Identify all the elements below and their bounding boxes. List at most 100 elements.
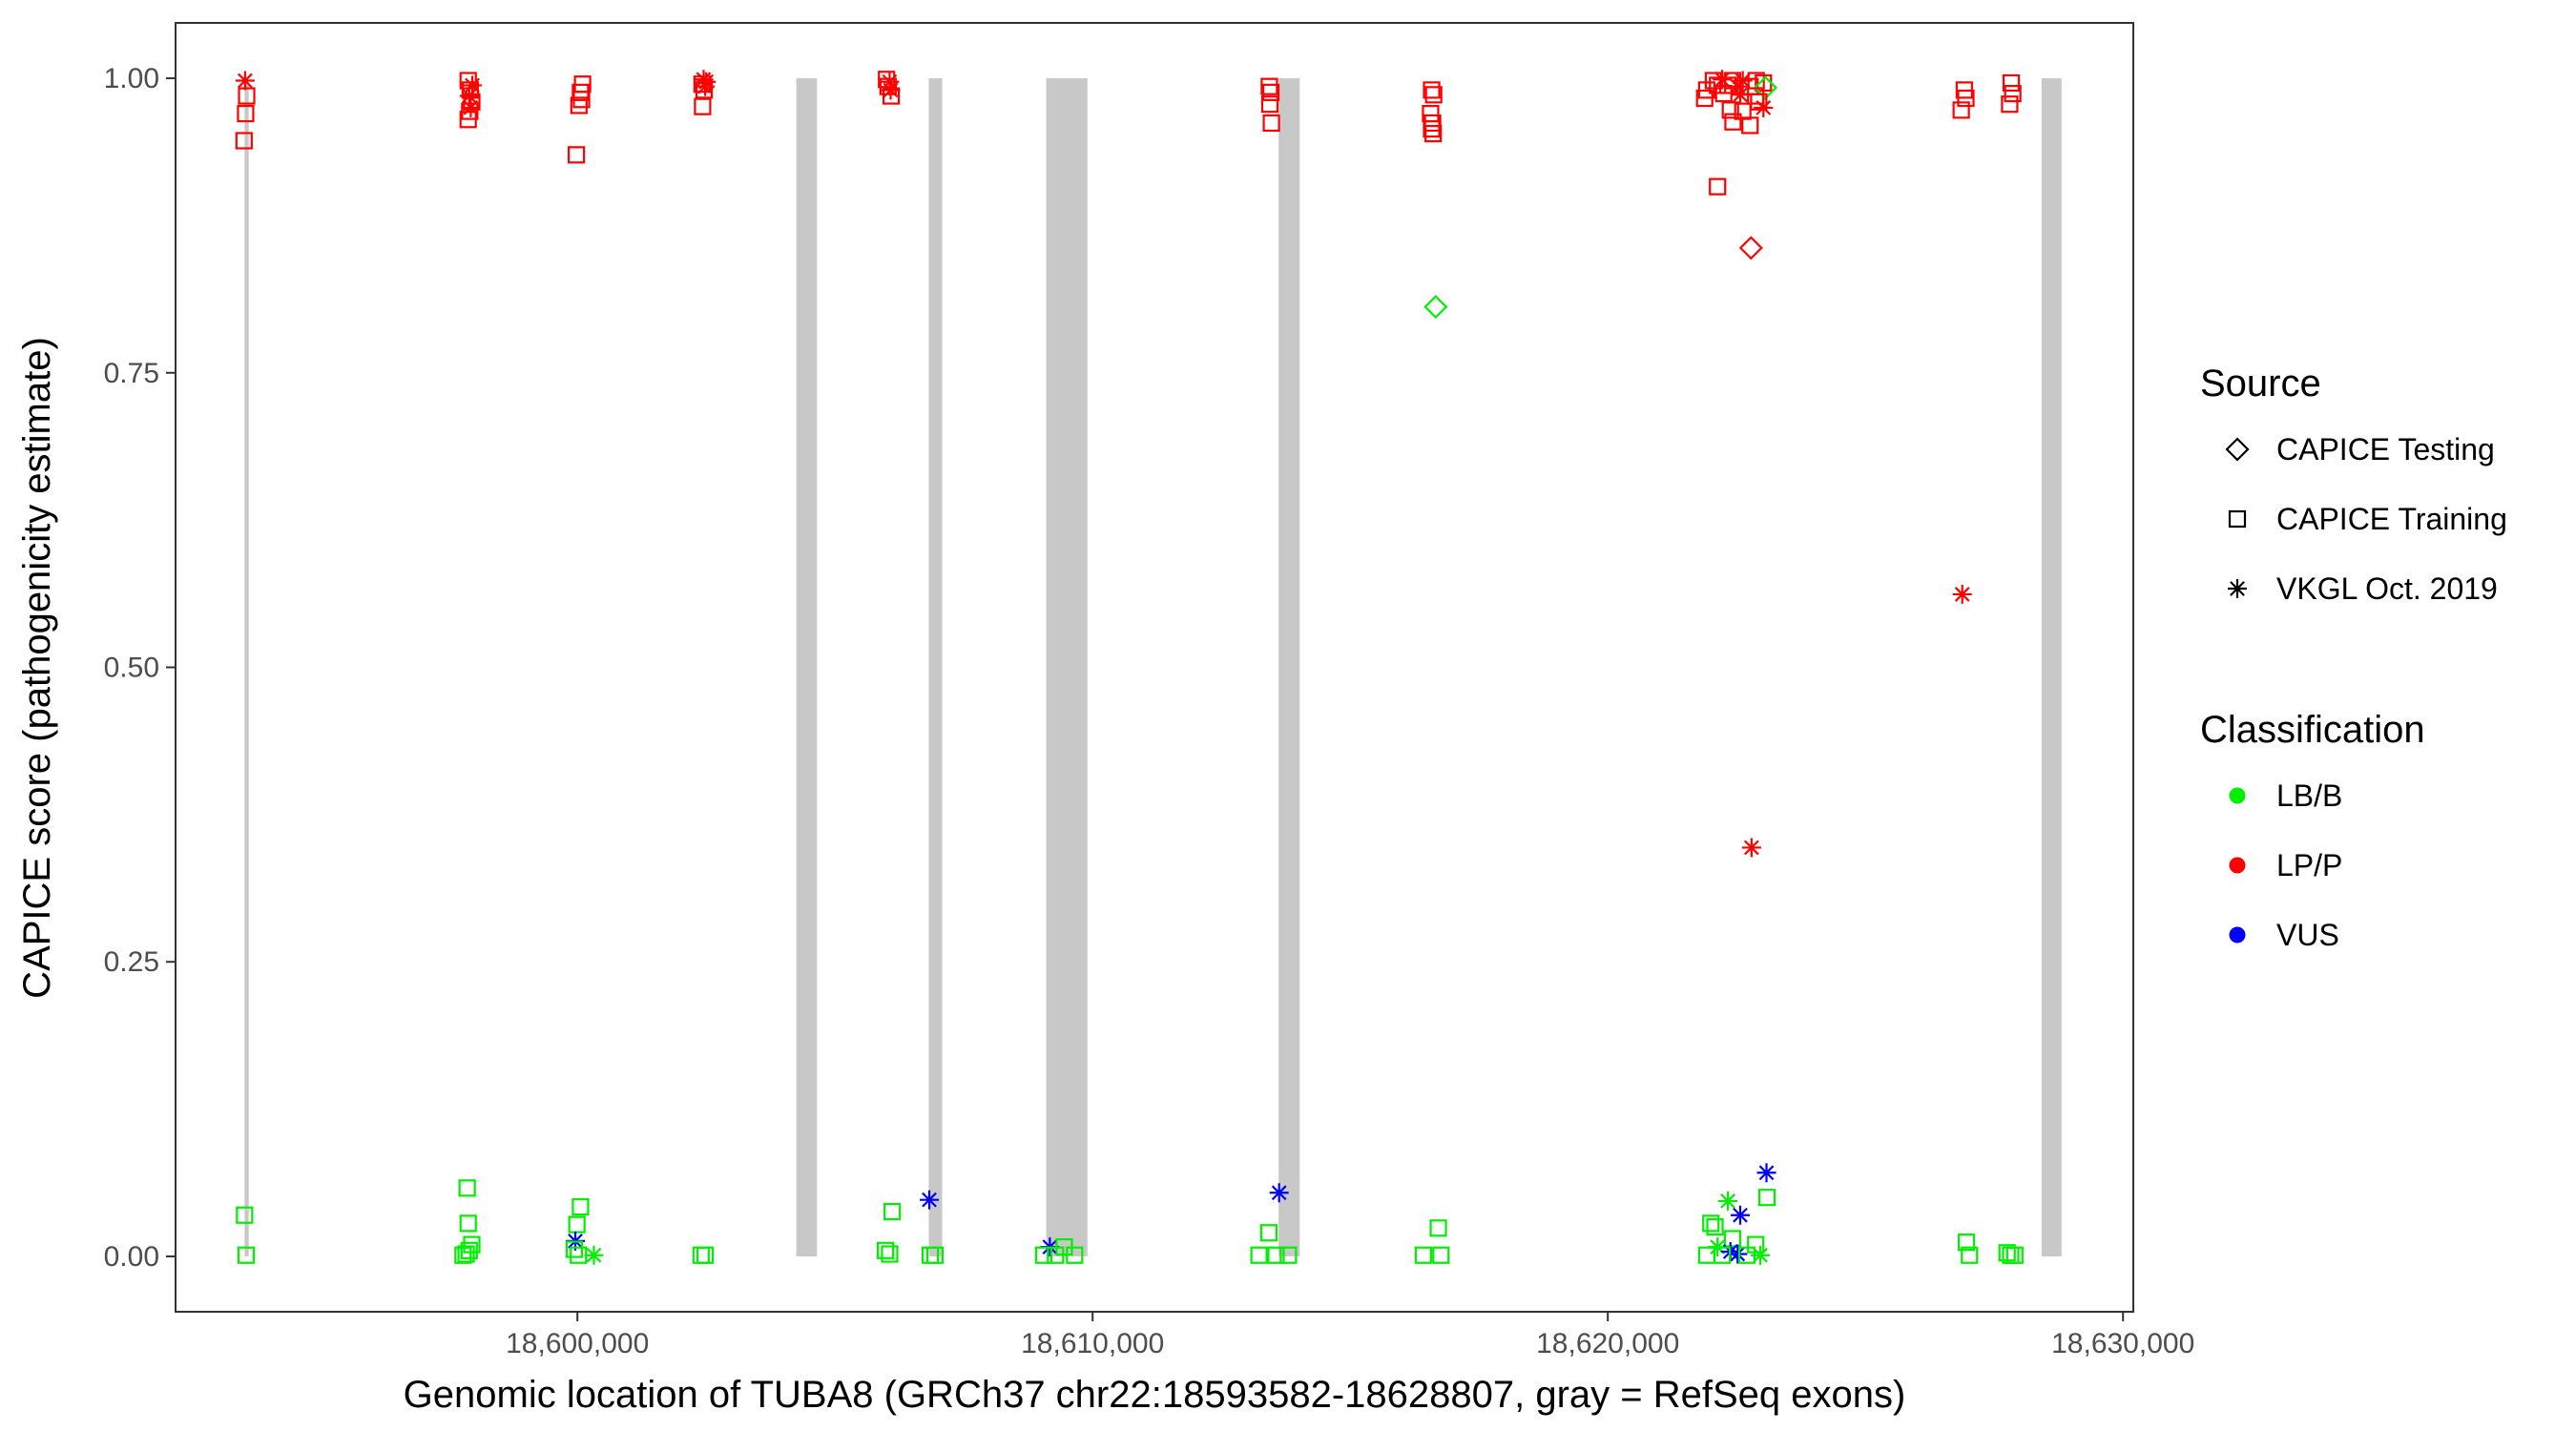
legend-source-item: CAPICE Testing: [2225, 432, 2495, 467]
legend-class-item: LB/B: [2229, 778, 2342, 813]
data-point: [1738, 236, 1763, 260]
data-point: [920, 1190, 940, 1210]
data-point: [1267, 1246, 1285, 1264]
data-point: [1250, 1246, 1268, 1264]
data-point: [1730, 1205, 1750, 1225]
data-point: [1730, 85, 1750, 105]
data-point: [1750, 93, 1768, 111]
x-tick-label: 18,620,000: [1536, 1328, 1679, 1359]
legend-class-title: Classification: [2200, 709, 2425, 751]
data-point: [568, 146, 586, 164]
data-point: [460, 1241, 478, 1259]
data-point: [1952, 584, 1972, 604]
exon-band: [1046, 78, 1088, 1256]
legend-class-item: LP/P: [2229, 848, 2342, 882]
data-point: [1709, 177, 1727, 196]
data-point: [1424, 86, 1443, 104]
data-point: [570, 1246, 588, 1264]
data-points: [235, 70, 2024, 1265]
data-point: [1957, 89, 1975, 108]
data-point: [1728, 1244, 1748, 1264]
data-point: [1713, 70, 1733, 90]
data-point: [1260, 77, 1278, 95]
legend-source-items: CAPICE Testing CAPICE Training VKGL Oct. 2…: [2225, 432, 2507, 606]
data-point: [1751, 1245, 1771, 1265]
data-point: [235, 132, 253, 150]
legend-diamond-icon: [2225, 437, 2250, 462]
data-point: [1757, 1189, 1776, 1207]
exon-band: [928, 78, 943, 1256]
data-point: [1432, 1246, 1450, 1264]
data-point: [459, 86, 479, 106]
data-point: [568, 1215, 586, 1234]
data-point: [695, 81, 714, 99]
data-point: [693, 75, 711, 93]
data-point: [454, 1246, 472, 1264]
legend-class-items: LB/B LP/P VUS: [2229, 778, 2342, 952]
legend-square-icon: [2228, 509, 2247, 529]
data-point: [459, 111, 477, 129]
data-point: [1713, 1246, 1732, 1264]
data-point: [1741, 838, 1761, 858]
legend-color-dot: [2229, 857, 2246, 874]
exon-band: [1278, 78, 1300, 1256]
data-point: [457, 1245, 475, 1263]
data-point: [1952, 101, 1970, 119]
data-point: [2002, 73, 2021, 93]
data-point: [1747, 87, 1765, 105]
data-point: [572, 91, 591, 109]
data-point: [2005, 1246, 2024, 1264]
data-point: [1261, 83, 1280, 101]
data-point: [1424, 124, 1443, 143]
y-tick-label: 0.75: [104, 358, 159, 389]
data-point: [1957, 1234, 1976, 1252]
data-point: [1961, 1246, 1979, 1264]
data-point: [1697, 1246, 1715, 1264]
data-point: [881, 80, 901, 100]
data-point: [1741, 116, 1759, 135]
data-point: [1423, 120, 1441, 138]
exon-band: [796, 78, 818, 1256]
x-tick-label: 18,630,000: [2051, 1328, 2194, 1359]
y-tick-label: 1.00: [104, 63, 159, 94]
legend-source-label: CAPICE Training: [2276, 502, 2507, 536]
data-point: [584, 1245, 604, 1265]
x-tick-label: 18,610,000: [1021, 1328, 1164, 1359]
y-tick-label: 0.00: [104, 1241, 159, 1273]
legend-asterisk-icon: [2228, 579, 2247, 598]
legend-class-label: VUS: [2276, 918, 2339, 952]
data-point: [1754, 97, 1774, 117]
data-point: [692, 1246, 710, 1264]
plot-panel-border: [175, 22, 2134, 1313]
legend-source-title: Source: [2200, 363, 2321, 404]
x-tick-label: 18,600,000: [506, 1328, 649, 1359]
data-point: [1724, 113, 1742, 131]
data-point: [459, 1214, 477, 1233]
data-point: [1695, 89, 1714, 108]
data-point: [237, 104, 255, 123]
data-point: [877, 1241, 895, 1259]
data-point: [1721, 101, 1739, 119]
y-tick-label: 0.25: [104, 946, 159, 978]
y-tick-label: 0.50: [104, 653, 159, 684]
data-point: [1423, 81, 1441, 99]
exon-band: [2041, 78, 2062, 1256]
data-point: [1269, 1183, 1289, 1203]
data-point: [696, 1246, 715, 1264]
data-point: [1423, 295, 1448, 320]
x-axis: 18,600,000 18,610,000 18,620,000 18,630,000: [506, 1312, 2194, 1359]
data-point: [1756, 1163, 1776, 1183]
data-point: [1429, 1219, 1447, 1237]
data-point: [458, 1179, 476, 1197]
data-point: [925, 1246, 945, 1264]
data-point: [881, 1245, 899, 1263]
data-point: [1718, 1191, 1738, 1211]
data-point: [1259, 1224, 1278, 1242]
data-point: [2004, 84, 2022, 103]
data-point: [1066, 1246, 1084, 1264]
legend-color-dot: [2229, 787, 2246, 804]
legend-class-item: VUS: [2229, 918, 2339, 952]
data-point: [236, 1206, 254, 1224]
legend-color-dot: [2229, 926, 2246, 944]
legend-source-label: CAPICE Testing: [2276, 432, 2495, 467]
